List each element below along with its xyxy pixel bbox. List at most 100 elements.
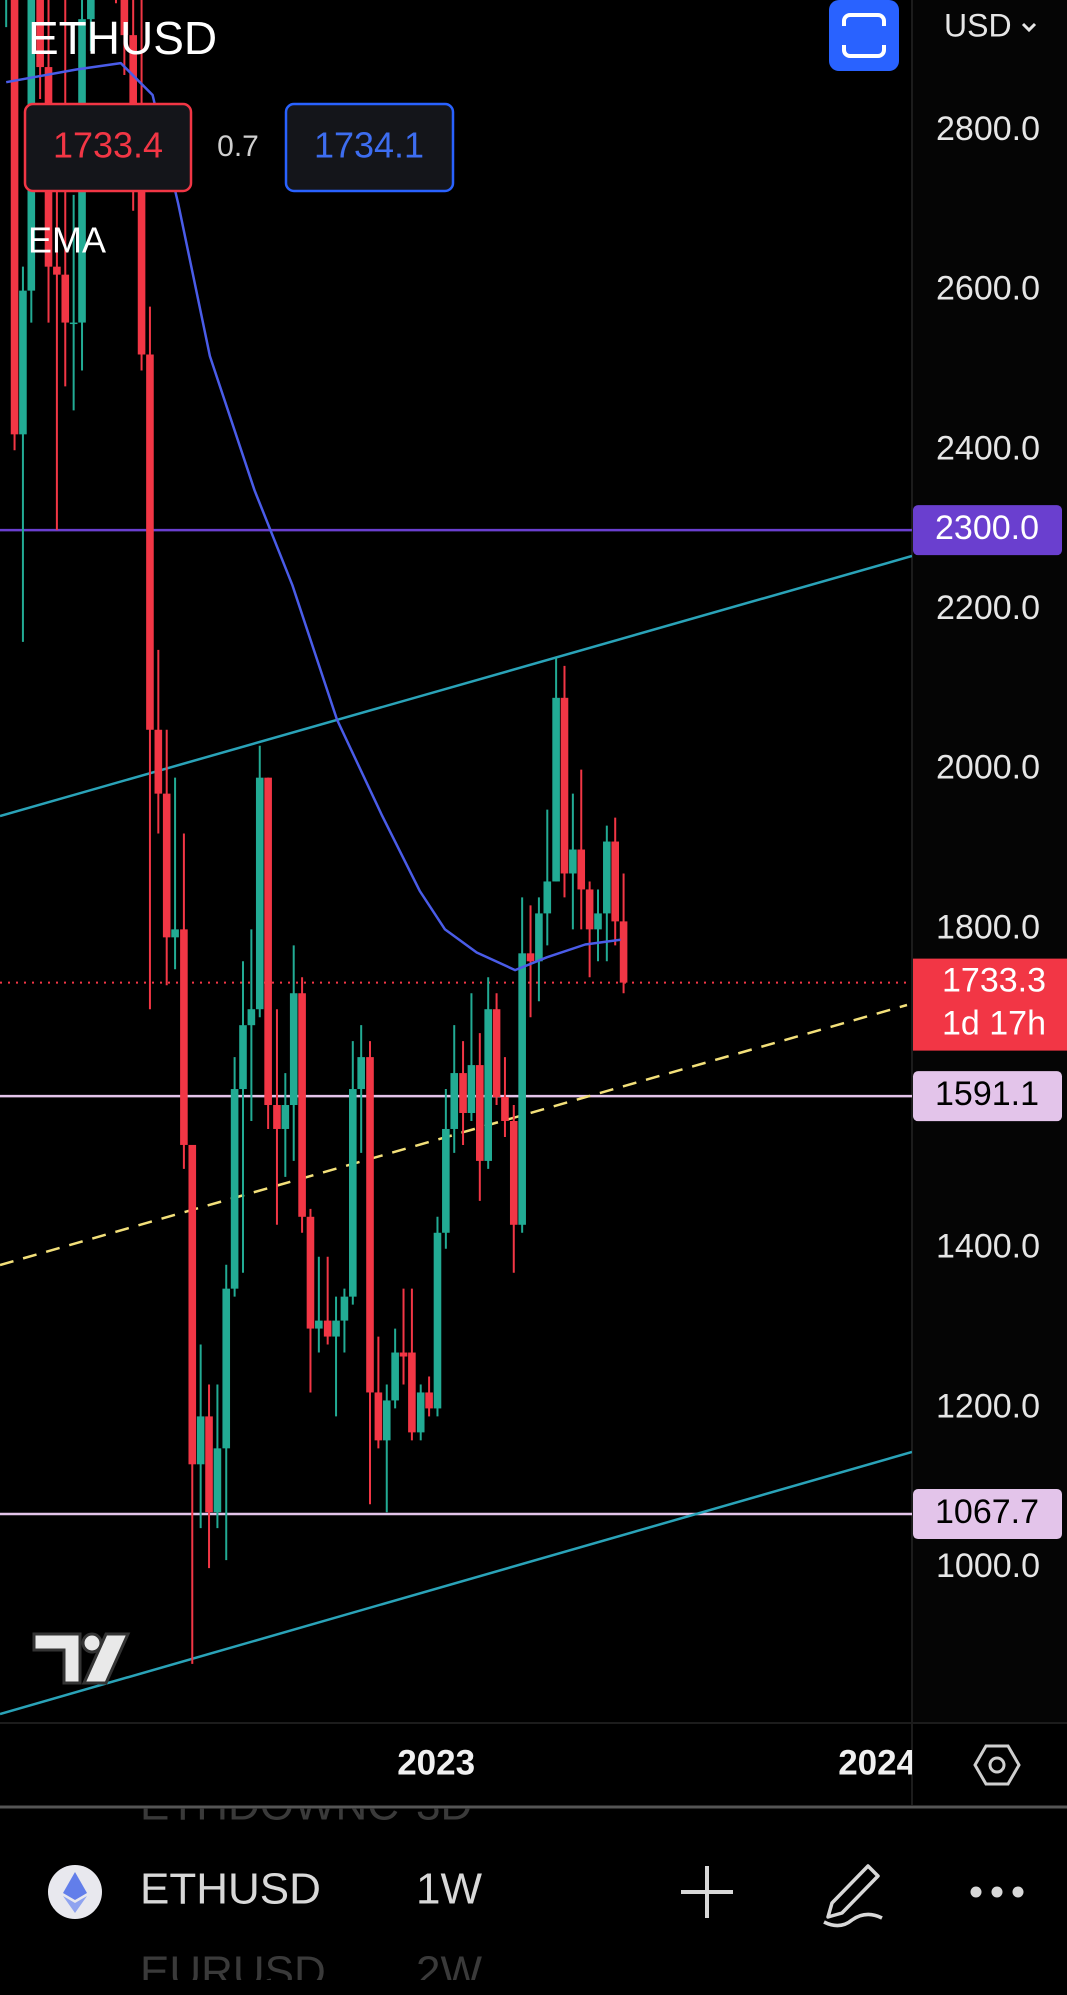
candle-body [10, 0, 19, 435]
candle-body [399, 1352, 408, 1357]
currency-selector[interactable]: USD [944, 7, 1012, 43]
y-tick-label: 2200.0 [936, 589, 1040, 627]
trend-line [0, 1450, 912, 1716]
next-interval[interactable]: 2W [416, 1948, 482, 1995]
candle-body [450, 1073, 459, 1129]
candle-body [391, 1352, 399, 1401]
candle-body [560, 697, 569, 874]
dashed-trend-line [0, 1003, 908, 1267]
candle-body [289, 993, 298, 1106]
candle-body [518, 953, 526, 1225]
candle-body [484, 1009, 492, 1161]
candle-body [323, 1320, 332, 1337]
y-tick-label: 1200.0 [936, 1387, 1040, 1425]
candle-body [433, 1232, 442, 1409]
candle-body [306, 1216, 315, 1329]
candle-body [408, 1352, 416, 1433]
settings-icon[interactable] [973, 1744, 1021, 1786]
pencil-stroke [823, 1912, 883, 1928]
level-tag-label: 1067.7 [935, 1493, 1039, 1531]
price-panel [912, 0, 1067, 1723]
sell-button[interactable] [23, 102, 193, 193]
hexagon[interactable] [973, 1744, 1021, 1786]
candle-body [569, 849, 577, 874]
dot [970, 1886, 982, 1898]
candle-body [366, 1057, 374, 1393]
price-axis: 1000.0 1200.0 1400.0 1800.0 2000.0 2200.0 2400… [936, 110, 1040, 1585]
chevron [1021, 22, 1037, 33]
candle-body [154, 729, 163, 794]
level-tag [913, 505, 1062, 556]
x-tick-label: 2024 [838, 1743, 916, 1782]
level-tag-label: 2300.0 [935, 509, 1039, 547]
logo-part [81, 1632, 131, 1685]
candle-body [61, 274, 70, 323]
tradingview-logo [32, 1632, 131, 1685]
candle-body [205, 1416, 213, 1513]
ask-price[interactable]: 1734.1 [314, 125, 424, 166]
candle-body [552, 697, 560, 882]
buy-button[interactable] [284, 102, 455, 193]
dot [1012, 1886, 1024, 1898]
toolbar-symbol[interactable]: ETHUSD [140, 1865, 321, 1914]
y-tick-label: 1400.0 [936, 1228, 1040, 1266]
next-symbol[interactable]: EURUSD [140, 1948, 326, 1995]
candle-body [594, 913, 602, 930]
logo-part [32, 1632, 82, 1685]
candle-body [239, 1025, 247, 1090]
last-price-tag [913, 958, 1067, 1051]
more-button[interactable] [970, 1886, 1024, 1898]
level-tag-label: 1591.1 [935, 1075, 1039, 1113]
draw-button[interactable] [823, 1864, 883, 1928]
toolbar-interval[interactable]: 1W [416, 1865, 482, 1914]
candle-body [222, 1288, 231, 1449]
candle-body [180, 929, 188, 1145]
price-tags: 2300.0 1591.1 1067.7 1733.3 1d 17h [913, 505, 1067, 1540]
candle-body [129, 35, 137, 107]
y-tick-label: 1000.0 [936, 1547, 1040, 1585]
candle-body [69, 322, 78, 325]
prev-interval[interactable]: 3D [416, 1781, 472, 1830]
candle-body [53, 266, 61, 275]
candle-body [340, 1296, 349, 1321]
add-button[interactable] [681, 1866, 733, 1918]
toolbar: ETHDOWNC 3D EURUSD 2W [140, 1781, 482, 1995]
y-tick-label: 1800.0 [936, 908, 1040, 946]
candle-body [120, 0, 129, 36]
candle-body [255, 777, 264, 1010]
eth-icon-top [63, 1872, 87, 1900]
candle-body [585, 889, 594, 930]
y-tick-label: 2400.0 [936, 429, 1040, 467]
candle-body [264, 777, 272, 1106]
symbol-title: ETHUSD [28, 12, 217, 64]
candle-body [357, 1057, 365, 1090]
candle-body [196, 1416, 205, 1465]
candle-body [611, 841, 620, 922]
fullscreen-icon-gap [838, 26, 890, 45]
candle-body [526, 953, 535, 962]
candle-body [146, 354, 154, 730]
indicator-label[interactable]: EMA [28, 220, 106, 261]
candle-body [374, 1392, 383, 1441]
candle-body [281, 1105, 290, 1129]
candle-body [137, 106, 146, 355]
y-tick-label: 2800.0 [936, 110, 1040, 148]
prev-symbol[interactable]: ETHDOWNC [140, 1781, 399, 1830]
time-axis: 2023 2024 [397, 1743, 916, 1782]
y-tick-label: 2000.0 [936, 749, 1040, 787]
candle-body [247, 1009, 256, 1026]
candle-body [36, 0, 44, 68]
candle-body [382, 1400, 391, 1441]
candle-body [425, 1392, 433, 1409]
bid-price[interactable]: 1733.4 [53, 125, 163, 166]
candle-body [273, 1105, 281, 1129]
candle-body [492, 1009, 501, 1098]
candle-body [619, 921, 628, 983]
candle-body [442, 1128, 450, 1233]
candle-body [230, 1089, 239, 1289]
pencil [826, 1864, 880, 1919]
